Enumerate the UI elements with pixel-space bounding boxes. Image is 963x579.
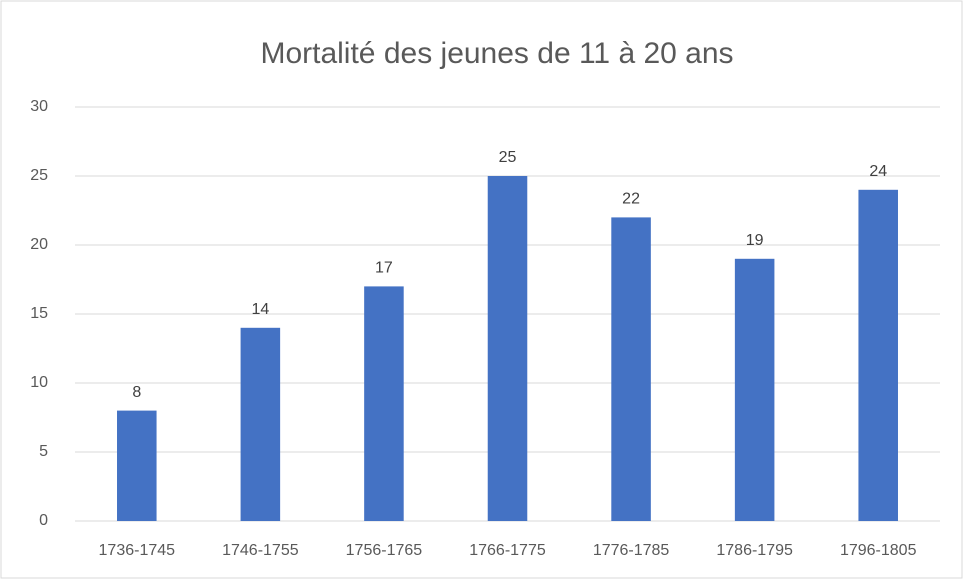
bar [734, 258, 775, 521]
data-label: 25 [499, 149, 517, 166]
bar [611, 217, 651, 521]
data-label: 8 [132, 384, 141, 401]
x-tick-label: 1796-1805 [840, 542, 917, 559]
y-tick-label: 10 [30, 374, 48, 391]
x-tick-label: 1786-1795 [716, 542, 793, 559]
y-tick-label: 15 [30, 305, 48, 322]
data-label: 22 [622, 191, 640, 208]
x-tick-label: 1776-1785 [593, 542, 670, 559]
data-label: 14 [251, 301, 269, 318]
x-tick-label: 1746-1755 [222, 542, 299, 559]
bar [240, 327, 281, 521]
y-tick-label: 30 [30, 98, 48, 115]
y-tick-label: 20 [30, 236, 48, 253]
bar [364, 286, 404, 521]
x-tick-label: 1736-1745 [99, 542, 176, 559]
bar [117, 410, 157, 521]
y-tick-label: 0 [39, 512, 48, 529]
y-tick-label: 25 [30, 167, 48, 184]
x-tick-label: 1756-1765 [346, 542, 423, 559]
y-tick-label: 5 [39, 443, 48, 460]
data-label: 24 [869, 163, 887, 180]
data-label: 17 [375, 260, 393, 277]
x-tick-label: 1766-1775 [469, 542, 546, 559]
bar [487, 176, 528, 521]
data-label: 19 [746, 232, 764, 249]
bar [858, 189, 898, 522]
chart-title: Mortalité des jeunes de 11 à 20 ans [260, 37, 733, 70]
